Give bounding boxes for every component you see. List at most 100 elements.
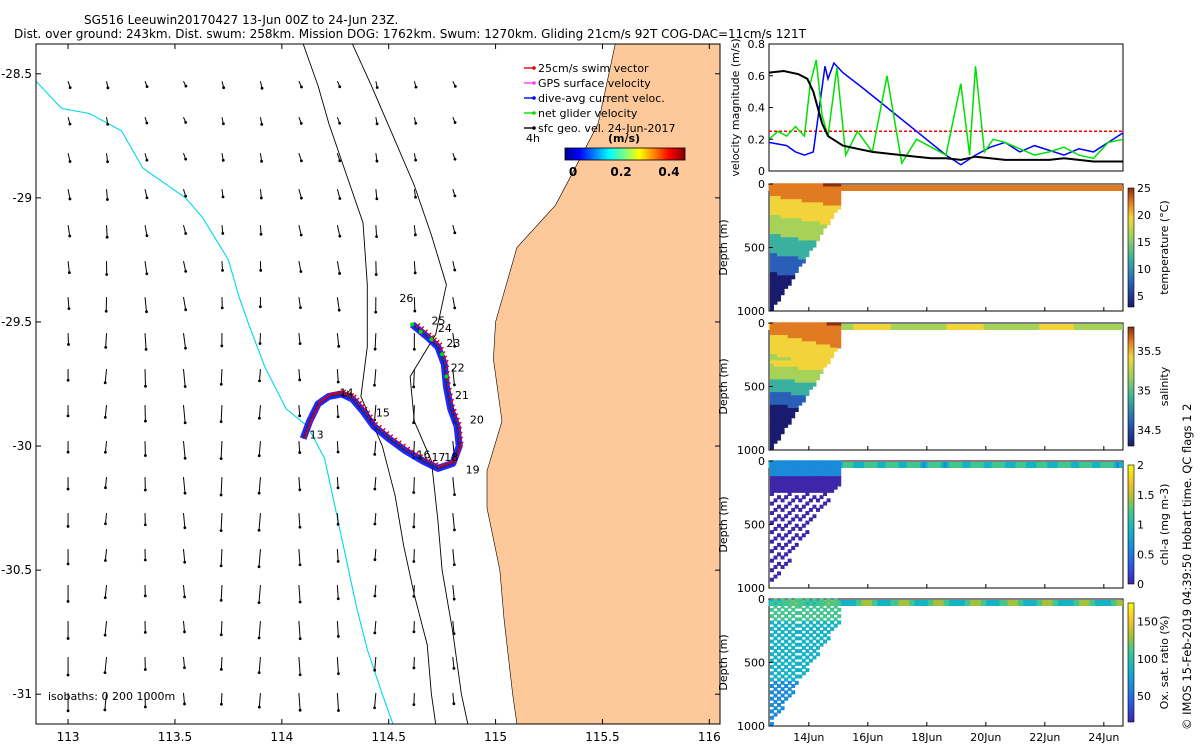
- data-cell: [777, 683, 782, 688]
- data-cell: [784, 423, 789, 428]
- geo-arrow-head: [375, 122, 379, 126]
- data-cell: [773, 482, 778, 487]
- data-cell: [787, 404, 792, 409]
- data-cell: [784, 398, 789, 403]
- data-cell: [769, 284, 774, 289]
- geo-arrow-head: [221, 195, 225, 199]
- data-cell: [791, 392, 796, 397]
- data-cell: [812, 466, 817, 471]
- data-cell: [791, 690, 796, 695]
- data-cell: [823, 202, 828, 207]
- data-cell: [777, 392, 782, 397]
- data-cell: [850, 185, 855, 191]
- data-cell: [801, 344, 806, 349]
- y-tick-label: 0: [758, 317, 765, 330]
- data-cell: [812, 610, 817, 615]
- data-cell: [787, 382, 792, 387]
- data-cell: [830, 208, 835, 213]
- data-cell: [791, 379, 796, 384]
- data-cell: [805, 630, 810, 635]
- data-cell: [787, 604, 792, 609]
- data-cell: [808, 347, 813, 352]
- geo-arrow: [258, 656, 261, 673]
- data-cell: [784, 376, 789, 381]
- data-cell: [780, 331, 785, 336]
- data-cell: [823, 607, 828, 612]
- geo-arrow-head: [453, 84, 457, 88]
- data-cell: [769, 186, 774, 191]
- data-cell: [812, 482, 817, 487]
- data-cell: [833, 485, 838, 490]
- data-cell: [769, 208, 774, 213]
- data-cell: [808, 652, 813, 657]
- data-cell: [777, 288, 782, 293]
- data-cell: [784, 607, 789, 612]
- data-cell: [812, 347, 817, 352]
- geo-arrow-head: [103, 415, 107, 419]
- data-cell: [794, 469, 799, 474]
- data-cell: [780, 668, 785, 673]
- data-cell: [780, 189, 785, 194]
- data-cell: [769, 243, 774, 248]
- data-cell: [801, 240, 806, 245]
- data-cell: [837, 338, 842, 343]
- geo-arrow: [336, 333, 340, 347]
- data-cell: [777, 488, 782, 493]
- data-cell: [815, 363, 820, 368]
- data-cell: [769, 253, 774, 258]
- data-cell: [784, 256, 789, 261]
- data-cell: [784, 614, 789, 619]
- data-cell: [798, 183, 803, 188]
- geo-arrow-head: [103, 559, 107, 562]
- data-cell: [769, 189, 774, 194]
- data-cell: [769, 344, 774, 349]
- data-cell: [769, 407, 774, 412]
- geo-arrow-head: [414, 158, 418, 162]
- data-cell: [787, 492, 792, 497]
- data-cell: [946, 462, 951, 468]
- data-cell: [791, 536, 796, 541]
- data-cell: [787, 357, 792, 362]
- geo-arrow-head: [106, 122, 110, 126]
- swim-vector: [337, 390, 343, 396]
- data-cell: [801, 379, 806, 384]
- data-cell: [780, 243, 785, 248]
- data-cell: [798, 636, 803, 641]
- data-cell: [805, 376, 810, 381]
- data-cell: [798, 479, 803, 484]
- data-cell: [794, 476, 799, 481]
- data-cell: [935, 324, 940, 330]
- data-cell: [773, 617, 778, 622]
- data-cell: [812, 322, 817, 327]
- data-cell: [801, 363, 806, 368]
- data-cell: [812, 328, 817, 333]
- y-tick-label: 500: [744, 657, 765, 670]
- data-cell: [1004, 324, 1009, 330]
- data-cell: [784, 392, 789, 397]
- data-cell: [777, 347, 782, 352]
- data-cell: [798, 642, 803, 647]
- data-cell: [794, 224, 799, 229]
- data-cell: [951, 185, 956, 191]
- geo-arrow-head: [260, 86, 264, 90]
- data-cell: [819, 334, 824, 339]
- geo-arrow-head: [257, 671, 261, 675]
- geo-arrow-head: [300, 85, 303, 89]
- data-cell: [780, 334, 785, 339]
- data-cell: [791, 373, 796, 378]
- geo-arrow-head: [373, 347, 377, 351]
- data-cell: [780, 642, 785, 647]
- data-cell: [769, 281, 774, 286]
- data-cell: [815, 507, 820, 512]
- data-cell: [812, 211, 817, 216]
- swim-vector: [458, 441, 464, 447]
- data-cell: [826, 211, 831, 216]
- data-cell: [773, 427, 778, 432]
- data-cell: [794, 202, 799, 207]
- data-cell: [938, 185, 943, 191]
- data-cell: [787, 347, 792, 352]
- data-cell: [933, 324, 938, 330]
- data-cell: [794, 385, 799, 390]
- data-cell: [823, 614, 828, 619]
- data-cell: [791, 224, 796, 229]
